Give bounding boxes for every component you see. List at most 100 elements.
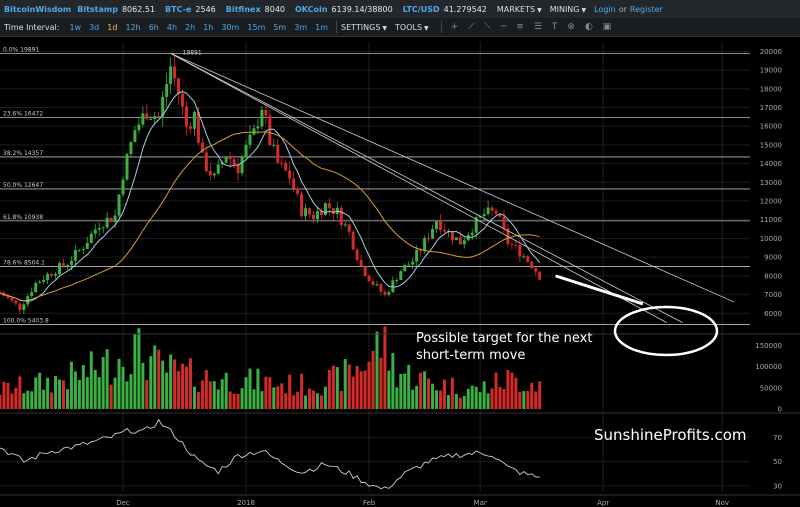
volume-bar xyxy=(50,392,54,409)
candle-body xyxy=(81,249,85,251)
interval-6h[interactable]: 6h xyxy=(148,22,159,32)
line-tool-icon[interactable]: ⟋ xyxy=(468,22,475,32)
settings-menu[interactable]: SETTINGS ▼ xyxy=(341,22,388,32)
interval-4h[interactable]: 4h xyxy=(166,22,178,32)
volume-bar xyxy=(38,372,42,409)
price-chart[interactable]: 0.0% 19891 23.6% 16472 38.2% 14357 50.0% 12… xyxy=(0,37,800,507)
y-tick-label: 10000 xyxy=(760,235,782,243)
volume-bar xyxy=(415,385,419,409)
volume-bar xyxy=(69,361,73,409)
ticker-btce[interactable]: BTC-e 2546 xyxy=(165,4,216,14)
interval-1m[interactable]: 1m xyxy=(315,22,329,32)
volume-bar xyxy=(0,394,2,409)
volume-bar xyxy=(26,390,30,409)
candle-body xyxy=(319,211,323,216)
crosshair-tool-icon[interactable]: + xyxy=(450,22,459,32)
or-text: or xyxy=(618,4,627,14)
interval-5m[interactable]: 5m xyxy=(273,22,287,32)
volume-bar xyxy=(89,351,93,409)
candle-body xyxy=(42,280,46,282)
volume-bar xyxy=(85,377,89,409)
ticker-ltcusd[interactable]: LTC/USD 41.279542 xyxy=(402,4,487,14)
trendline xyxy=(170,53,683,323)
volume-bar xyxy=(510,372,514,409)
candle-body xyxy=(200,142,204,153)
lock-tool-icon[interactable]: ▣ xyxy=(602,22,612,32)
ticker-bitstamp[interactable]: Bitstamp 8062.51 xyxy=(77,4,156,14)
markets-menu[interactable]: MARKETS ▼ xyxy=(496,4,542,14)
candle-body xyxy=(185,106,189,127)
candle-body xyxy=(208,171,212,176)
volume-bar xyxy=(351,376,355,409)
volume-bar xyxy=(224,372,228,409)
ma-slow-line xyxy=(0,131,540,302)
volume-bar xyxy=(216,389,220,409)
text-tool-icon[interactable]: T xyxy=(551,22,558,32)
login-link[interactable]: Login xyxy=(594,4,616,14)
fib-tool-icon[interactable]: ☰ xyxy=(533,22,542,32)
volume-bar xyxy=(181,363,185,409)
mining-menu[interactable]: MINING ▼ xyxy=(549,4,587,14)
candle-body xyxy=(359,259,363,267)
volume-bar xyxy=(268,377,272,409)
candle-body xyxy=(216,164,220,174)
interval-15m[interactable]: 15m xyxy=(247,22,266,32)
candle-body xyxy=(498,213,502,217)
volume-bar xyxy=(54,375,58,409)
volume-bar xyxy=(149,356,153,409)
candle-body xyxy=(169,66,173,85)
candle-body xyxy=(73,249,77,261)
candle-body xyxy=(522,256,526,258)
interval-30m[interactable]: 30m xyxy=(221,22,240,32)
candle-body xyxy=(6,296,10,299)
interval-1w[interactable]: 1w xyxy=(69,22,82,32)
volume-bar xyxy=(93,370,97,409)
candle-body xyxy=(351,231,355,250)
candle-body xyxy=(50,274,54,276)
site-logo[interactable]: BitcoinWisdom xyxy=(4,4,72,14)
interval-2h[interactable]: 2h xyxy=(185,22,196,32)
candle-body xyxy=(228,157,232,160)
candle-body xyxy=(367,275,371,282)
interval-3d[interactable]: 3d xyxy=(89,22,100,32)
candle-body xyxy=(93,229,97,234)
volume-bar xyxy=(125,381,129,409)
tools-menu[interactable]: TOOLS ▼ xyxy=(395,22,429,32)
volume-bar xyxy=(200,380,204,409)
register-link[interactable]: Register xyxy=(629,4,663,14)
candle-body xyxy=(494,210,498,214)
candle-body xyxy=(427,238,431,240)
volume-bar xyxy=(442,379,446,409)
volume-bar xyxy=(46,377,50,409)
volume-bar xyxy=(411,389,415,409)
candle-body xyxy=(538,271,542,280)
y-tick-label: 11000 xyxy=(760,216,782,224)
fib-label: 78.6% 8504.1 xyxy=(3,259,45,266)
volume-bar xyxy=(153,345,157,409)
interval-1d[interactable]: 1d xyxy=(107,22,118,32)
candle-body xyxy=(375,284,379,286)
candle-body xyxy=(371,281,375,285)
interval-3m[interactable]: 3m xyxy=(294,22,308,32)
candle-body xyxy=(510,243,514,245)
volume-tick-label: 150000 xyxy=(755,342,782,350)
volume-bar xyxy=(311,390,315,409)
rsi-tick-label: 70 xyxy=(773,434,782,442)
ray-tool-icon[interactable]: ⟍ xyxy=(484,22,491,32)
interval-1h[interactable]: 1h xyxy=(203,22,214,32)
candle-body xyxy=(339,207,343,226)
eye-tool-icon[interactable]: ◐ xyxy=(584,22,593,32)
candle-body xyxy=(46,274,50,281)
delete-tool-icon[interactable]: ⊗ xyxy=(567,22,575,32)
x-tick-label: Dec xyxy=(116,499,130,507)
channel-tool-icon[interactable]: ≡ xyxy=(516,22,524,32)
volume-bar xyxy=(304,395,308,409)
ticker-bitfinex[interactable]: Bitfinex 8040 xyxy=(225,4,285,14)
volume-bar xyxy=(526,391,530,409)
volume-bar xyxy=(419,372,423,409)
interval-12h[interactable]: 12h xyxy=(125,22,141,32)
ticker-okcoin[interactable]: OKCoin 6139.14/38800 xyxy=(295,4,393,14)
candle-body xyxy=(34,282,38,293)
hline-tool-icon[interactable]: ─ xyxy=(500,22,507,32)
candle-body xyxy=(30,292,34,297)
